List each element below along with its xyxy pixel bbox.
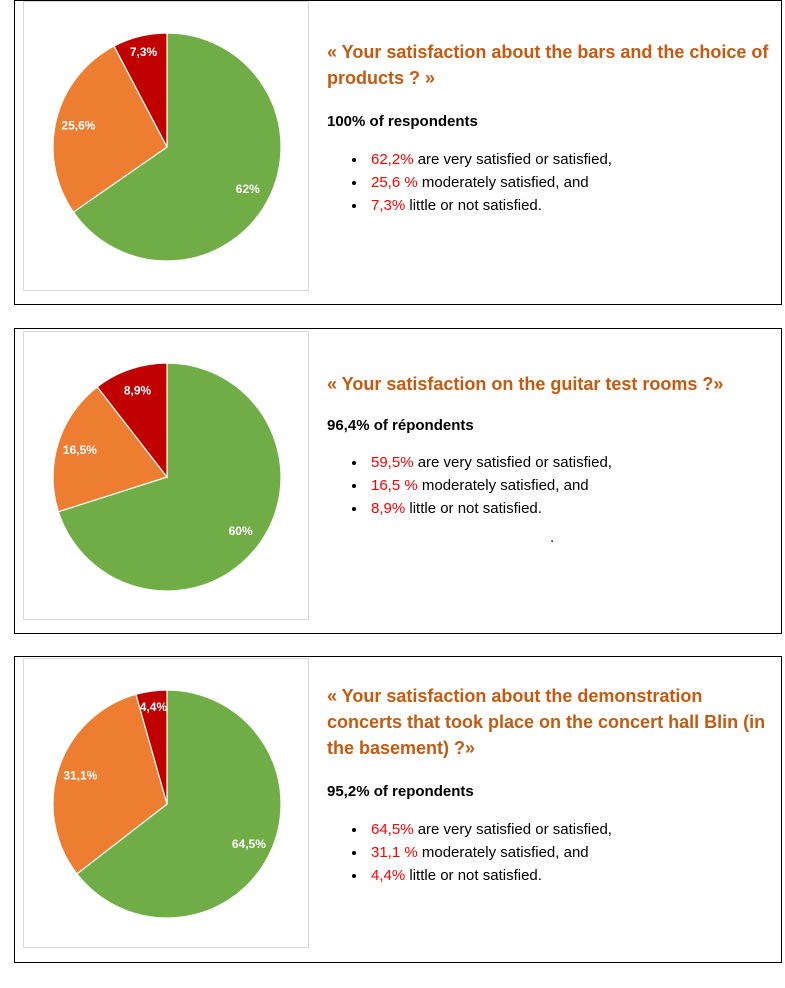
pie-data-label: 4,4%: [140, 700, 168, 714]
result-list: 62,2% are very satisfied or satisfied, 2…: [327, 148, 771, 217]
respondents-text: 95,2% of repondents: [327, 783, 474, 800]
pie-slice-2: [52, 45, 168, 213]
pie-data-label: 16,5%: [63, 443, 97, 457]
result-item: 4,4% little or not satisfied.: [367, 864, 771, 887]
question-title: « Your satisfaction on the guitar test r…: [327, 374, 724, 394]
result-item: 62,2% are very satisfied or satisfied,: [367, 148, 771, 171]
pie-chart-concerts: 64,5% 31,1% 4,4%: [23, 658, 309, 948]
pie-data-label: 25,6%: [61, 118, 95, 132]
result-list: 59,5% are very satisfied or satisfied, 1…: [327, 451, 771, 520]
pie-slice-3: [135, 689, 168, 805]
pie-data-label: 62%: [236, 182, 260, 196]
result-item: 59,5% are very satisfied or satisfied,: [367, 451, 771, 474]
question-title: « Your satisfaction about the bars and t…: [327, 42, 769, 88]
result-item: 8,9% little or not satisfied.: [367, 497, 771, 520]
result-item: 16,5 % moderately satisfied, and: [367, 474, 771, 497]
pie-data-label: 64,5%: [232, 837, 266, 851]
result-item: 25,6 % moderately satisfied, and: [367, 171, 771, 194]
section-guitar-rooms: 60% 16,5% 8,9% « Your satisfaction on the …: [14, 328, 782, 634]
pie-data-label: 31,1%: [63, 769, 97, 783]
result-item: 31,1 % moderately satisfied, and: [367, 841, 771, 864]
pie-slice-1: [72, 32, 282, 262]
pie-chart-guitar-rooms: 60% 16,5% 8,9%: [23, 331, 309, 620]
pie-svg: 60% 16,5% 8,9%: [52, 362, 282, 592]
pie-slice-1: [76, 689, 282, 919]
result-item: 64,5% are very satisfied or satisfied,: [367, 818, 771, 841]
respondents-text: 100% of respondents: [327, 113, 478, 130]
pie-svg: 62% 25,6% 7,3%: [52, 32, 282, 262]
pie-slice-2: [52, 386, 168, 513]
pie-chart-bars: 62% 25,6% 7,3%: [23, 1, 309, 291]
pie-slice-3: [113, 32, 168, 148]
pie-svg: 64,5% 31,1% 4,4%: [52, 689, 282, 919]
pie-data-label: 60%: [229, 524, 253, 538]
section-concerts: 64,5% 31,1% 4,4% « Your satisfaction about…: [14, 656, 782, 963]
respondents-text: 96,4% of répondents: [327, 417, 474, 434]
question-title: « Your satisfaction about the demonstrat…: [327, 686, 766, 758]
pie-slice-3: [96, 362, 168, 479]
trailing-period: .: [550, 529, 555, 546]
pie-data-label: 7,3%: [130, 45, 158, 59]
result-list: 64,5% are very satisfied or satisfied, 3…: [327, 818, 771, 887]
pie-data-label: 8,9%: [124, 384, 152, 398]
section-bars: 62% 25,6% 7,3% « Your satisfaction about t…: [14, 0, 782, 305]
result-item: 7,3% little or not satisfied.: [367, 194, 771, 217]
pie-slice-2: [52, 693, 168, 875]
pie-slice-1: [57, 362, 282, 592]
